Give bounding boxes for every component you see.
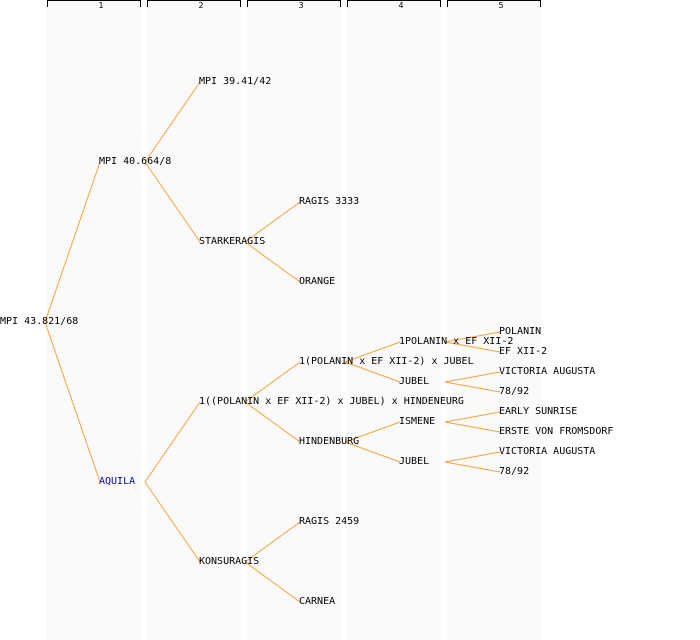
node-leaf-2[interactable]: EF XII-2 [499,346,548,357]
edge-dsds-d [444,421,501,433]
edge-sd-d [244,241,301,283]
node-leaf-3[interactable]: VICTORIA AUGUSTA [499,366,596,377]
node-dam[interactable]: AQUILA [99,476,136,487]
column-2-number: 2 [198,1,204,10]
column-2-bg [147,0,241,640]
edge-dsss-d [444,341,501,353]
node-leaf-8[interactable]: 78/92 [499,466,530,477]
edge-dssd-s [444,371,501,383]
node-dss-dam[interactable]: JUBEL [399,376,430,387]
edge-root-sire [44,161,101,323]
node-dd-sire[interactable]: RAGIS 2459 [299,516,360,527]
column-5-number: 5 [498,1,504,10]
edge-dss-d [344,361,401,383]
edge-dd-d [244,561,301,603]
node-dss-sire[interactable]: 1POLANIN x EF XII-2 [399,336,514,347]
node-root[interactable]: MPI 43.821/68 [0,316,79,327]
edge-dsds-s [444,411,501,423]
node-sire-sire[interactable]: MPI 39.41/42 [199,76,272,87]
edge-dam-dd [144,481,201,563]
edge-sire-sd [144,161,201,243]
edge-ds-dss [244,361,301,403]
edge-dssd-d [444,381,501,393]
node-leaf-7[interactable]: VICTORIA AUGUSTA [499,446,596,457]
column-5-header-bracket [447,0,541,7]
edge-dsd-s [344,421,401,443]
column-2-header-bracket [147,0,241,7]
column-4-bg [347,0,441,640]
edge-sire-ss [144,81,201,163]
edge-dsss-s [444,331,501,343]
column-3-number: 3 [298,1,304,10]
node-dsd-dam[interactable]: JUBEL [399,456,430,467]
node-sire-dam[interactable]: STARKERAGIS [199,236,266,247]
column-1-header-bracket [47,0,141,7]
node-leaf-5[interactable]: EARLY SUNRISE [499,406,578,417]
node-ds-sire[interactable]: 1(POLANIN x EF XII-2) x JUBEL [299,356,474,367]
node-leaf-1[interactable]: POLANIN [499,326,542,337]
edge-dsdd-d [444,461,501,473]
column-3-header-bracket [247,0,341,7]
edge-dsdd-s [444,451,501,463]
column-3-bg [247,0,341,640]
node-dam-dam[interactable]: KONSURAGIS [199,556,260,567]
column-1-bg [47,0,141,640]
column-4-number: 4 [398,1,404,10]
edge-dsd-d [344,441,401,463]
node-ds-dam[interactable]: HINDENBURG [299,436,360,447]
node-dd-dam[interactable]: CARNEA [299,596,336,607]
node-dsd-sire[interactable]: ISMENE [399,416,436,427]
node-leaf-6[interactable]: ERSTE VON FROMSDORF [499,426,614,437]
edge-dd-s [244,521,301,563]
node-sd-sire[interactable]: RAGIS 3333 [299,196,360,207]
column-5-bg [447,0,541,640]
edge-root-dam [44,321,101,483]
node-leaf-4[interactable]: 78/92 [499,386,530,397]
edge-sd-s [244,201,301,243]
edge-ds-dsd [244,401,301,443]
column-4-header-bracket [347,0,441,7]
edge-dam-ds [144,401,201,483]
node-sire[interactable]: MPI 40.664/8 [99,156,172,167]
edge-dss-s [344,341,401,363]
node-dam-sire[interactable]: 1((POLANIN x EF XII-2) x JUBEL) x HINDEN… [199,396,464,407]
column-1-number: 1 [98,1,104,10]
node-sd-dam[interactable]: ORANGE [299,276,336,287]
